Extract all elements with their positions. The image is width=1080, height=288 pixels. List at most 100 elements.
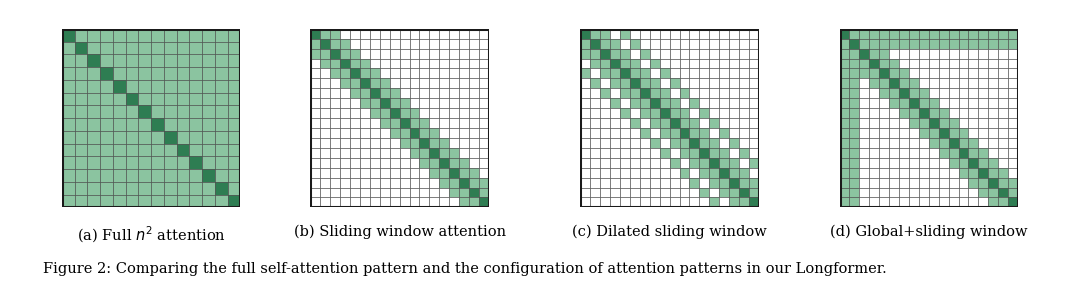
Bar — [125, 29, 138, 41]
Bar — [125, 118, 138, 131]
Bar — [899, 128, 909, 138]
Bar — [919, 198, 929, 207]
Bar — [850, 148, 860, 158]
Bar — [899, 69, 909, 78]
Bar — [919, 69, 929, 78]
Bar — [1008, 88, 1018, 98]
Bar — [469, 198, 478, 207]
Bar — [879, 178, 889, 187]
Bar — [310, 49, 321, 58]
Bar — [75, 169, 87, 182]
Bar — [909, 69, 919, 78]
Bar — [839, 49, 850, 58]
Bar — [839, 138, 850, 148]
Bar — [630, 49, 639, 58]
Bar — [860, 88, 869, 98]
Bar — [469, 138, 478, 148]
Bar — [202, 195, 215, 207]
Bar — [969, 39, 978, 49]
Text: (a) Full $n^2$ attention: (a) Full $n^2$ attention — [77, 225, 226, 245]
Bar — [889, 98, 899, 108]
Bar — [600, 187, 610, 198]
Bar — [860, 69, 869, 78]
Bar — [189, 41, 202, 54]
Bar — [650, 128, 660, 138]
Bar — [998, 69, 1008, 78]
Bar — [350, 118, 360, 128]
Bar — [380, 158, 390, 168]
Bar — [330, 128, 340, 138]
Bar — [899, 29, 909, 39]
Bar — [430, 118, 440, 128]
Bar — [400, 88, 409, 98]
Bar — [310, 148, 321, 158]
Bar — [360, 178, 369, 187]
Bar — [478, 128, 489, 138]
Bar — [869, 49, 879, 58]
Bar — [610, 108, 620, 118]
Bar — [939, 158, 948, 168]
Bar — [670, 49, 679, 58]
Bar — [620, 198, 630, 207]
Bar — [177, 92, 189, 105]
Bar — [310, 58, 321, 69]
Bar — [340, 158, 350, 168]
Bar — [869, 138, 879, 148]
Bar — [700, 187, 710, 198]
Bar — [449, 88, 459, 98]
Bar — [660, 168, 670, 178]
Bar — [700, 58, 710, 69]
Bar — [321, 198, 330, 207]
Bar — [469, 69, 478, 78]
Bar — [860, 78, 869, 88]
Bar — [310, 39, 321, 49]
Bar — [360, 69, 369, 78]
Bar — [998, 39, 1008, 49]
Bar — [350, 187, 360, 198]
Bar — [869, 98, 879, 108]
Bar — [850, 58, 860, 69]
Bar — [670, 187, 679, 198]
Bar — [87, 131, 100, 144]
Bar — [899, 49, 909, 58]
Bar — [869, 118, 879, 128]
Bar — [700, 128, 710, 138]
Bar — [87, 29, 100, 41]
Bar — [850, 187, 860, 198]
Bar — [860, 138, 869, 148]
Bar — [879, 29, 889, 39]
Bar — [330, 49, 340, 58]
Bar — [610, 148, 620, 158]
Bar — [748, 168, 759, 178]
Bar — [639, 158, 650, 168]
Bar — [670, 118, 679, 128]
Bar — [620, 49, 630, 58]
Bar — [869, 187, 879, 198]
Bar — [948, 178, 959, 187]
Bar — [889, 168, 899, 178]
Bar — [1008, 108, 1018, 118]
Bar — [62, 67, 75, 80]
Bar — [409, 187, 419, 198]
Bar — [969, 148, 978, 158]
Bar — [380, 39, 390, 49]
Bar — [700, 78, 710, 88]
Bar — [839, 198, 850, 207]
Bar — [850, 108, 860, 118]
Bar — [215, 80, 228, 92]
Bar — [478, 138, 489, 148]
Bar — [591, 58, 600, 69]
Bar — [580, 98, 591, 108]
Bar — [321, 29, 330, 39]
Bar — [869, 29, 879, 39]
Bar — [449, 69, 459, 78]
Bar — [215, 156, 228, 169]
Bar — [660, 128, 670, 138]
Bar — [620, 78, 630, 88]
Text: (c) Dilated sliding window: (c) Dilated sliding window — [572, 225, 767, 239]
Bar — [369, 29, 380, 39]
Bar — [151, 80, 164, 92]
Bar — [729, 187, 739, 198]
Bar — [998, 58, 1008, 69]
Bar — [948, 118, 959, 128]
